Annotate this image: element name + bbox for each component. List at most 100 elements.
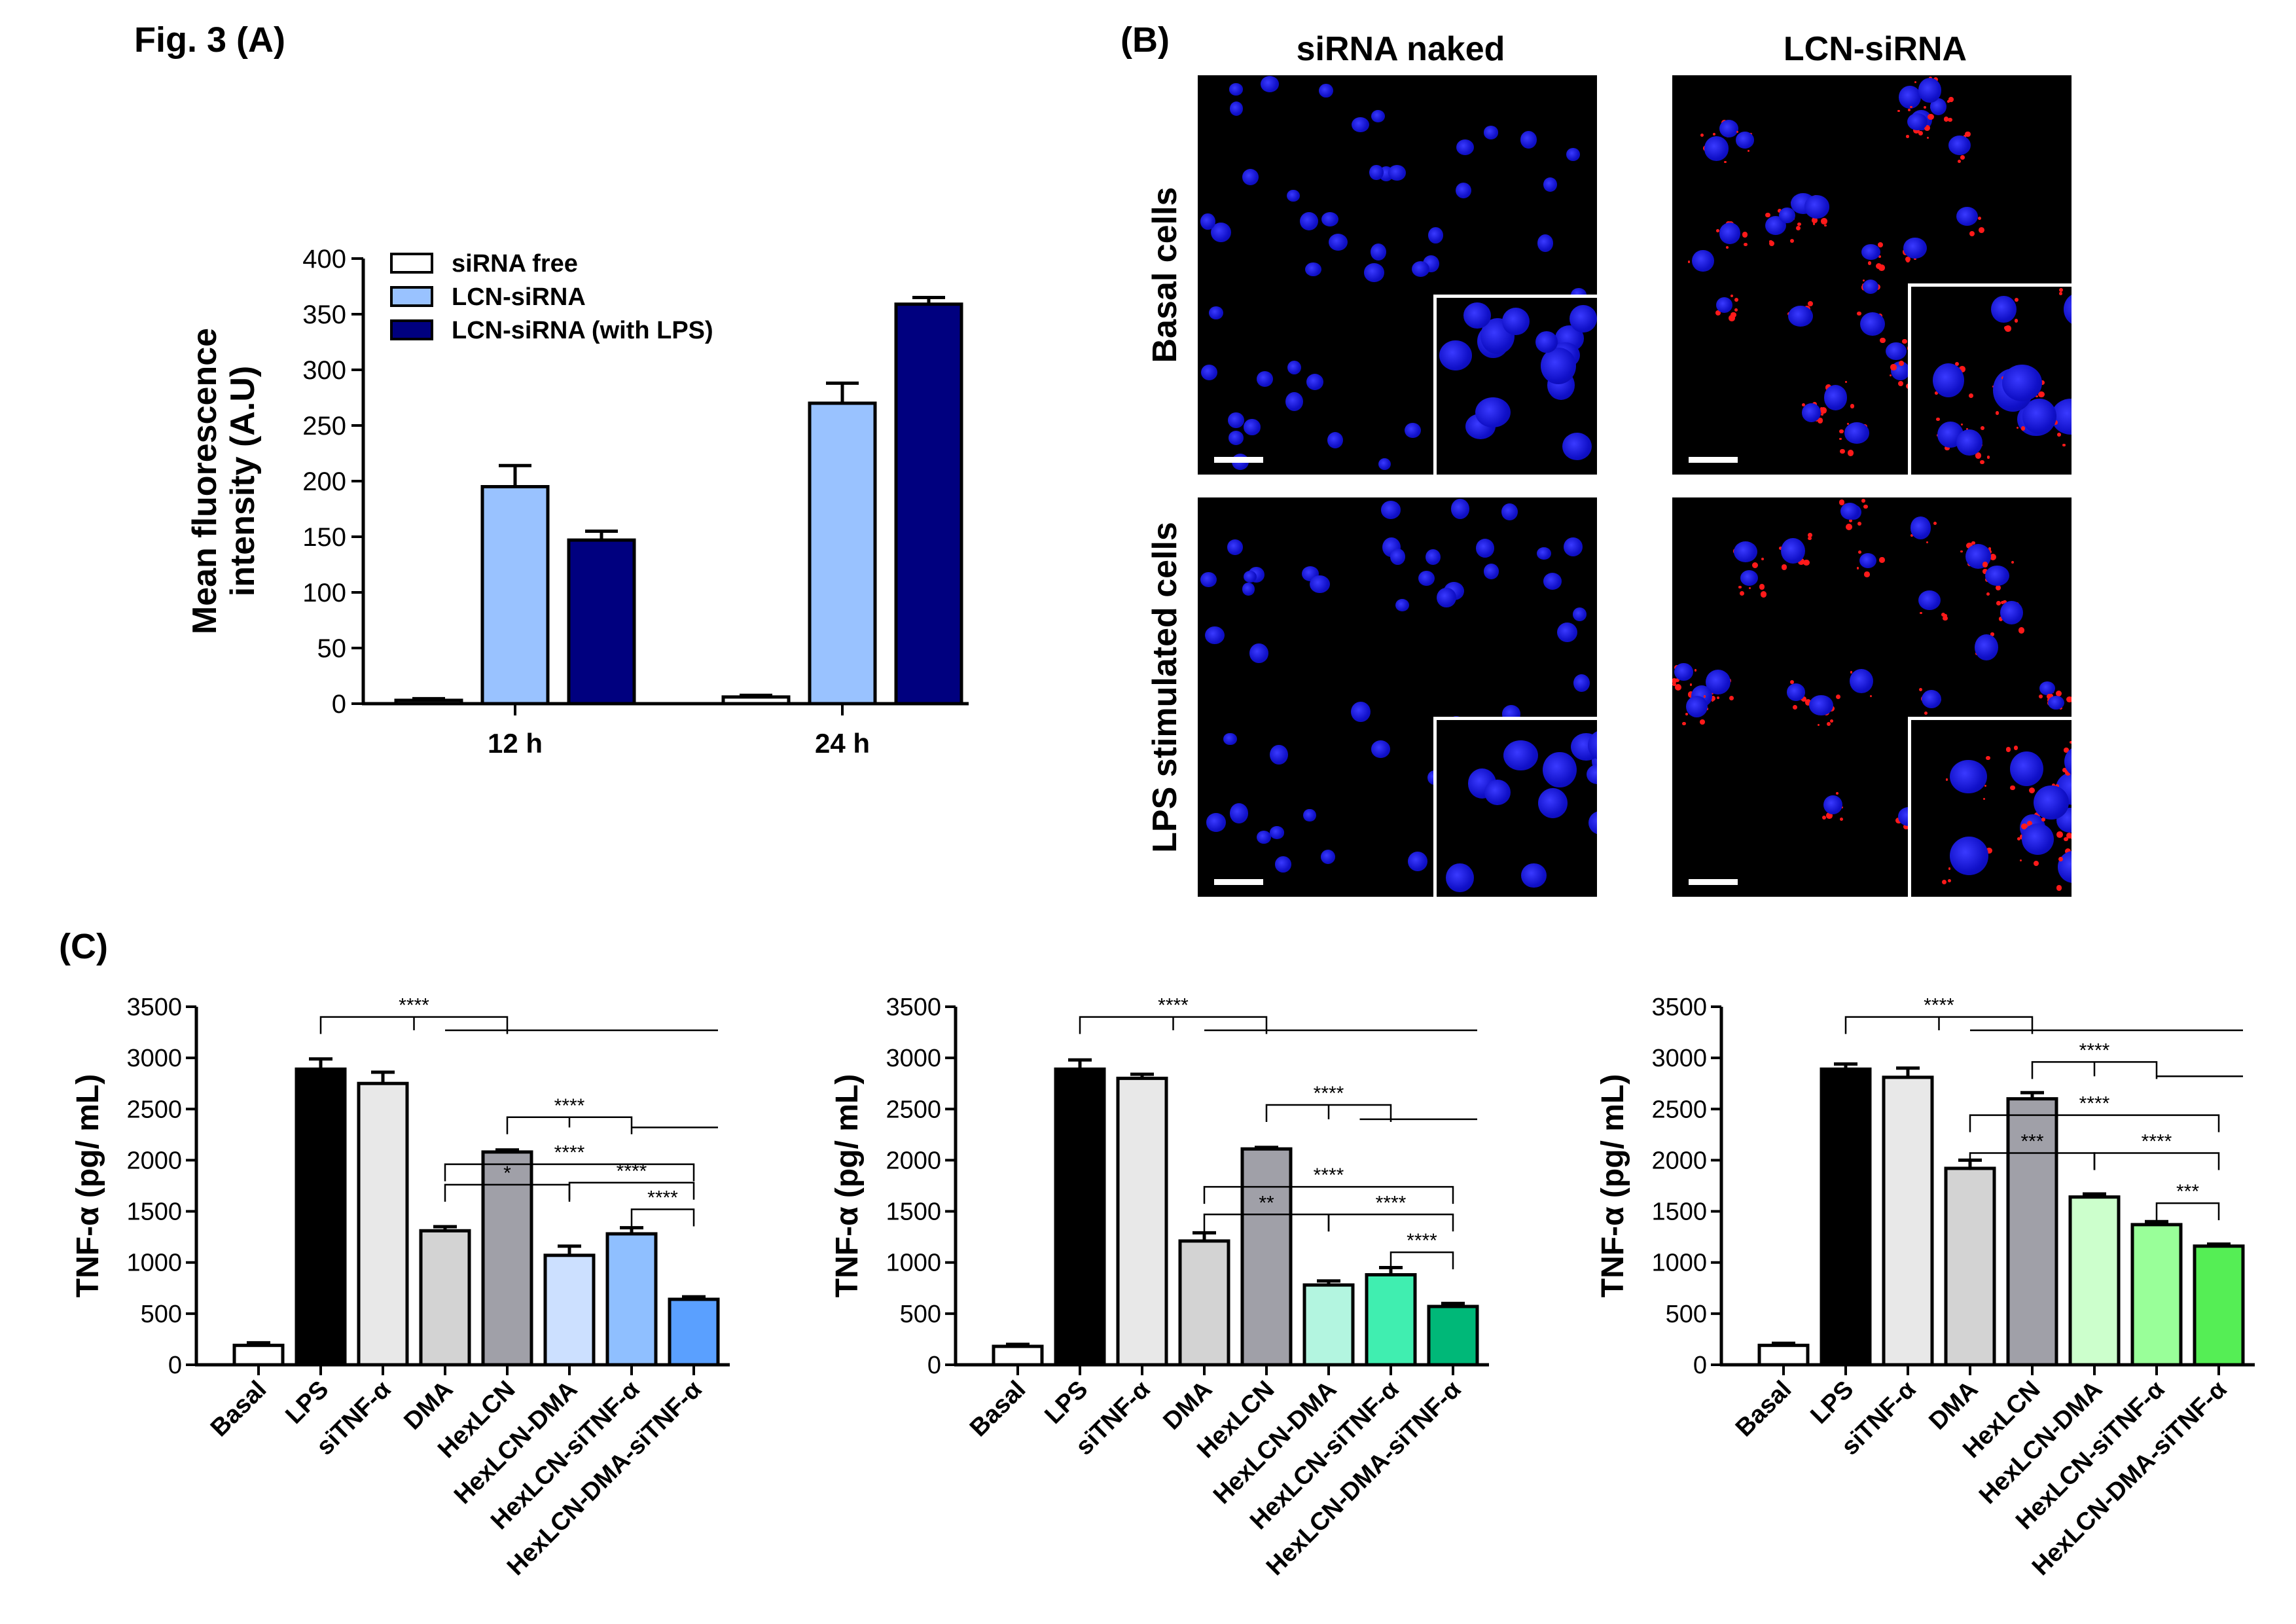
significance-label: ****: [1314, 1164, 1344, 1186]
sirna-signal: [1839, 429, 1844, 434]
sirna-signal: [1813, 223, 1816, 225]
nucleus: [1242, 583, 1255, 596]
y-tick-label: 2500: [886, 1096, 941, 1123]
nucleus: [1270, 744, 1289, 765]
sirna-signal: [1968, 393, 1974, 399]
sirna-signal: [1824, 224, 1827, 227]
sirna-signal: [1835, 694, 1840, 700]
nucleus: [1903, 237, 1928, 259]
sirna-signal: [1877, 242, 1883, 248]
sirna-signal: [1910, 105, 1913, 109]
nucleus: [1991, 295, 2017, 323]
sirna-signal: [2009, 785, 2015, 791]
x-tick-label: DMA: [399, 1376, 458, 1435]
sirna-signal: [1752, 562, 1759, 569]
micro-inset-basal-lcn: [1908, 283, 2072, 475]
nucleus: [1285, 392, 1304, 412]
sirna-signal: [1836, 792, 1839, 795]
sirna-signal: [1929, 76, 1933, 80]
sirna-signal: [1800, 698, 1803, 701]
sirna-signal: [1947, 99, 1950, 103]
nucleus: [2063, 292, 2072, 327]
sirna-signal: [1689, 683, 1693, 686]
sirna-signal: [1820, 412, 1823, 416]
sirna-signal: [1694, 668, 1697, 672]
nucleus: [1907, 113, 1928, 130]
scale-bar: [1214, 457, 1263, 463]
bar: [1054, 1067, 1106, 1367]
sirna-signal: [1736, 130, 1739, 134]
y-tick-label: 2000: [1651, 1147, 1707, 1174]
sirna-signal: [1729, 695, 1734, 701]
y-tick-label: 2500: [126, 1096, 182, 1123]
sirna-signal: [1969, 230, 1975, 237]
sirna-signal: [1867, 261, 1872, 265]
bar: [419, 1229, 471, 1367]
sirna-signal: [1995, 411, 1999, 415]
chart-panel-c1: 0 500 1000 1500 2000 2500 3000 3500 TNF-α (pg/ m…: [71, 994, 730, 1581]
sirna-signal: [1779, 547, 1783, 550]
sirna-signal: [1928, 113, 1935, 120]
bar: [357, 1081, 409, 1367]
nucleus: [1786, 683, 1806, 701]
micro-image-basal-lcn: [1672, 75, 2072, 475]
y-tick-label: 400: [302, 245, 346, 274]
y-tick-label: 3500: [126, 994, 182, 1021]
sirna-signal: [1726, 245, 1729, 249]
sirna-signal: [1744, 242, 1748, 247]
sirna-signal: [1998, 616, 2003, 621]
nucleus: [1229, 803, 1249, 823]
nucleus: [1808, 695, 1833, 716]
sirna-signal: [1808, 536, 1812, 541]
sirna-signal: [1979, 460, 1984, 465]
sirna-signal: [2056, 885, 2062, 891]
sirna-signal: [1821, 816, 1827, 820]
significance-bracket: [1969, 1114, 2220, 1132]
nucleus: [1200, 571, 1217, 587]
sirna-signal: [1685, 712, 1688, 715]
micro-inset-basal-naked: [1433, 295, 1597, 475]
significance-label: ****: [399, 995, 429, 1017]
nucleus: [1244, 419, 1261, 435]
sirna-signal: [1957, 159, 1961, 163]
significance-label: ****: [1407, 1230, 1437, 1252]
sirna-signal: [1826, 812, 1833, 819]
sirna-signal: [1817, 723, 1820, 726]
nucleus: [1975, 634, 1999, 660]
nucleus: [2058, 851, 2072, 883]
sirna-signal: [1829, 719, 1834, 723]
nucleus: [1823, 384, 1848, 410]
y-tick-label: 500: [900, 1301, 941, 1328]
sirna-signal: [1807, 533, 1812, 537]
sirna-signal: [1924, 125, 1931, 131]
sirna-signal: [1996, 601, 2001, 605]
sirna-signal: [1802, 403, 1806, 406]
legend-swatch: [390, 319, 433, 340]
sirna-signal: [1700, 719, 1705, 725]
sirna-signal: [1850, 670, 1853, 674]
nucleus: [1371, 740, 1391, 759]
x-tick-label: LPS: [1805, 1376, 1859, 1430]
significance-bracket: [1265, 1104, 1392, 1123]
significance-bracket: [1203, 1185, 1454, 1204]
sirna-signal: [2066, 832, 2072, 839]
nucleus: [1788, 306, 1813, 327]
significance-bracket: [1079, 1016, 1268, 1034]
y-tick-label: 3000: [1651, 1045, 1707, 1072]
sirna-signal: [1672, 682, 1676, 687]
nucleus: [1956, 206, 1978, 226]
sirna-signal: [1687, 260, 1691, 263]
sirna-signal: [2013, 746, 2018, 750]
micro-col-label-naked: siRNA naked: [1296, 30, 1505, 68]
nucleus: [1921, 690, 1941, 709]
sirna-signal: [1769, 240, 1772, 244]
nucleus: [1543, 751, 1577, 788]
sirna-signal: [1716, 228, 1720, 232]
nucleus: [1844, 422, 1870, 444]
y-tick-label: 150: [302, 523, 346, 552]
significance-bracket: [2031, 1061, 2158, 1079]
sirna-signal: [1988, 547, 1992, 550]
nucleus: [1427, 227, 1443, 244]
sirna-signal: [1703, 695, 1706, 698]
nucleus: [2022, 823, 2054, 855]
